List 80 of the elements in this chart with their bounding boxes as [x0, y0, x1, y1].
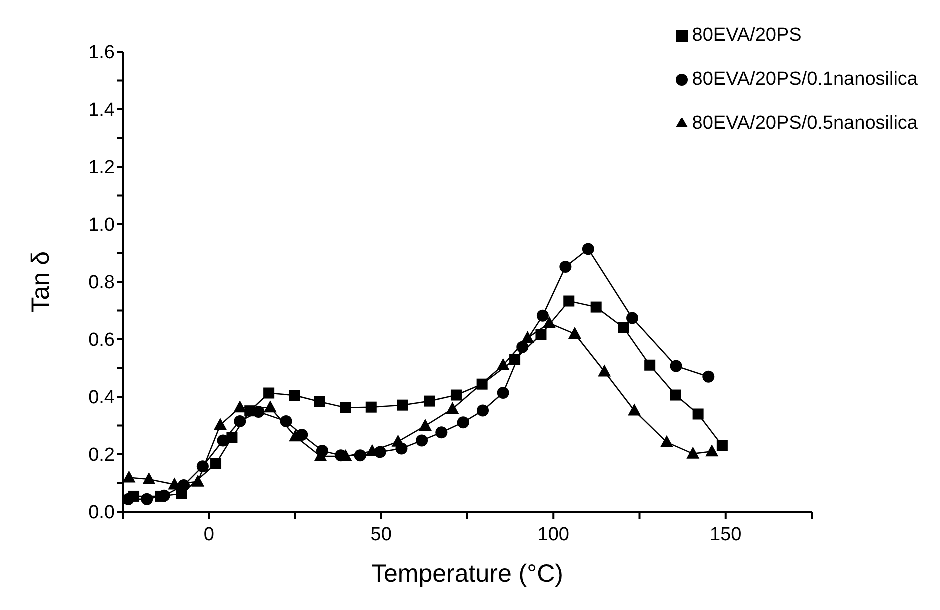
point [340, 402, 352, 414]
point [560, 261, 572, 274]
y-axis-title: Tan δ [26, 251, 55, 313]
point [264, 388, 275, 399]
y-tick-label: 1.6 [88, 42, 115, 64]
x-tick-label: 0 [204, 524, 214, 546]
point [628, 404, 642, 416]
point [686, 446, 700, 459]
point [196, 460, 209, 473]
point [626, 312, 639, 324]
point [214, 418, 227, 430]
point [176, 488, 188, 500]
point [477, 404, 490, 417]
point [424, 396, 436, 407]
x-tick-label: 150 [710, 524, 742, 546]
point [536, 310, 549, 322]
legend-label: 80EVA/20PS/0.5nanosilica [692, 113, 918, 134]
point [123, 470, 136, 483]
point [142, 472, 156, 485]
point [234, 400, 247, 413]
y-tick-label: 1.4 [88, 100, 116, 122]
y-tick-label: 0.0 [88, 502, 115, 524]
point [670, 390, 682, 401]
point [296, 428, 308, 441]
point [618, 322, 630, 334]
point [128, 490, 140, 502]
y-tick-label: 0.4 [88, 388, 116, 409]
point [568, 327, 582, 340]
point [644, 360, 656, 371]
point [396, 442, 408, 455]
point [476, 378, 488, 390]
point [141, 493, 154, 506]
point [590, 302, 602, 313]
point [582, 243, 594, 256]
point [226, 432, 238, 444]
point [716, 440, 728, 452]
point [457, 416, 470, 429]
legend-label: 80EVA/20PS/0.1nanosilica [692, 69, 918, 90]
y-tick-label: 0.6 [88, 330, 115, 352]
x-tick-label: 50 [370, 524, 392, 546]
point [155, 490, 166, 502]
legend-label: 80EVA/20PS [692, 25, 802, 46]
point [264, 400, 277, 413]
point [510, 354, 521, 366]
point [496, 358, 510, 370]
point [542, 316, 556, 328]
point [446, 402, 460, 414]
point [660, 435, 674, 448]
point [516, 341, 529, 354]
point [280, 415, 292, 428]
point [244, 406, 256, 417]
point [692, 408, 704, 420]
point [450, 390, 462, 401]
y-tick-label: 1.2 [88, 158, 115, 179]
point [670, 360, 682, 372]
point [234, 415, 246, 428]
point [702, 370, 715, 383]
y-tick-label: 0.2 [88, 445, 115, 466]
point [536, 329, 547, 340]
point [366, 402, 377, 413]
point [210, 458, 222, 470]
x-tick-label: 100 [538, 524, 570, 546]
point [314, 396, 326, 408]
y-tick-label: 0.8 [88, 272, 115, 294]
point [289, 390, 300, 402]
point [436, 426, 448, 439]
point [397, 400, 408, 411]
point [374, 446, 386, 458]
point [354, 450, 366, 462]
point [192, 474, 205, 487]
y-tick-label: 1.0 [88, 215, 115, 236]
point [497, 386, 510, 399]
point [416, 434, 428, 447]
point [418, 419, 432, 432]
point [316, 445, 328, 458]
point [598, 364, 612, 377]
point [521, 331, 534, 344]
point [564, 296, 575, 307]
point [706, 444, 719, 457]
x-axis-title: Temperature (°C) [372, 560, 564, 588]
